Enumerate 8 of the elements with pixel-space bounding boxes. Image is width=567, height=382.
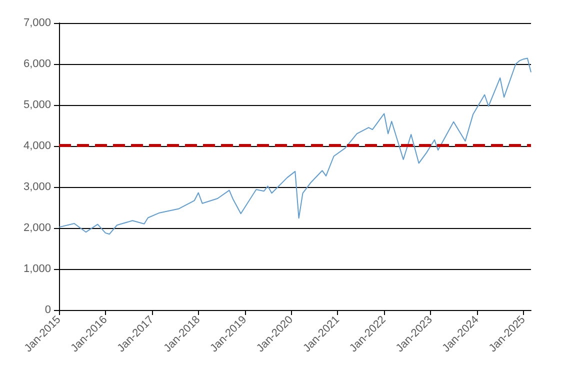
y-tick-label: 2,000: [23, 222, 51, 234]
y-tick-label: 4,000: [23, 140, 51, 152]
y-tick-label: 5,000: [23, 99, 51, 111]
y-tick-label: 0: [44, 304, 51, 316]
y-tick-label: 3,000: [23, 181, 51, 193]
y-tick-label: 1,000: [23, 263, 51, 275]
y-tick-label: 7,000: [23, 17, 51, 29]
y-tick-label: 6,000: [23, 58, 51, 70]
